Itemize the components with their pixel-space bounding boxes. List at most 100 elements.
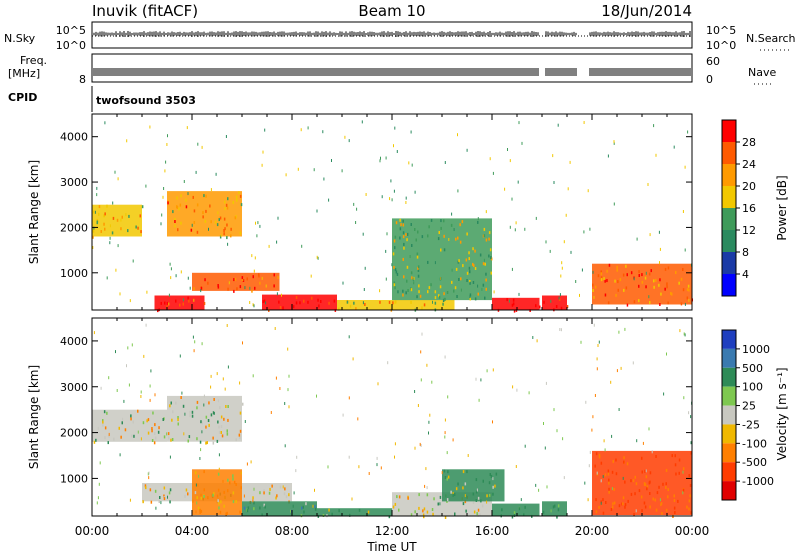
data-speckle <box>611 470 614 474</box>
data-speckle <box>271 484 273 488</box>
data-speckle <box>604 473 607 477</box>
data-speckle <box>227 418 229 422</box>
data-speckle <box>169 488 172 492</box>
data-speckle <box>179 303 181 307</box>
data-speckle <box>225 203 228 207</box>
data-speckle <box>509 225 511 229</box>
data-speckle <box>217 472 220 476</box>
data-speckle <box>380 466 382 470</box>
data-speckle <box>187 192 189 196</box>
data-speckle <box>195 483 197 487</box>
nave-label: Nave <box>748 66 776 79</box>
data-speckle <box>553 408 555 412</box>
data-speckle <box>166 305 168 309</box>
data-speckle <box>393 144 394 148</box>
data-speckle <box>682 210 684 213</box>
data-speckle <box>444 161 446 164</box>
cpid-strip: CPID twofsound 3503 <box>8 86 196 112</box>
data-speckle <box>227 478 229 482</box>
data-speckle <box>205 441 207 445</box>
colorbar-tick-label: 12 <box>742 224 756 237</box>
data-speckle <box>232 477 234 481</box>
colorbar-tick-label: 1000 <box>742 343 770 356</box>
data-speckle <box>203 394 205 398</box>
data-speckle <box>457 189 459 193</box>
data-speckle <box>658 283 660 287</box>
data-speckle <box>312 504 314 508</box>
data-speckle <box>263 299 266 303</box>
data-speckle <box>560 328 562 332</box>
data-speckle <box>492 485 494 489</box>
data-speckle <box>447 395 449 399</box>
data-speckle <box>396 272 399 276</box>
data-speckle <box>675 271 677 274</box>
data-speckle <box>482 479 484 483</box>
data-speckle <box>314 507 317 511</box>
data-speckle <box>562 437 564 441</box>
data-speckle <box>517 180 519 184</box>
data-speckle <box>484 262 486 266</box>
data-speckle <box>480 499 482 503</box>
data-speckle <box>459 223 461 227</box>
data-speckle <box>622 476 624 480</box>
data-speckle <box>495 472 498 476</box>
data-speckle <box>466 470 468 474</box>
colorbar-tick-label: -25 <box>742 418 760 431</box>
data-speckle <box>145 486 147 490</box>
data-speckle <box>396 495 398 499</box>
data-speckle <box>193 221 196 224</box>
colorbar-swatch <box>722 348 736 368</box>
data-speckle <box>600 272 603 276</box>
data-speckle <box>603 439 605 443</box>
data-speckle <box>592 415 594 419</box>
data-speckle <box>200 496 203 500</box>
data-speckle <box>177 422 179 426</box>
data-speckle <box>619 278 622 282</box>
data-speckle <box>524 444 526 448</box>
data-speckle <box>556 515 558 519</box>
data-speckle <box>550 509 552 513</box>
data-speckle <box>389 197 391 201</box>
data-speckle <box>196 406 198 410</box>
data-speckle <box>226 223 228 227</box>
data-speckle <box>338 509 340 513</box>
data-speckle <box>583 230 585 234</box>
data-speckle <box>282 306 284 310</box>
data-speckle <box>653 285 655 289</box>
data-speckle <box>608 487 610 491</box>
data-speckle <box>150 500 153 504</box>
data-speckle <box>202 215 204 219</box>
data-speckle <box>239 411 242 415</box>
data-speckle <box>476 512 478 516</box>
data-speckle <box>204 278 206 282</box>
data-speckle <box>261 513 263 517</box>
velocity-ylabel: Slant Range [km] <box>27 365 41 469</box>
data-speckle <box>464 482 467 486</box>
data-speckle <box>682 491 684 495</box>
power-panel: 4000 3000 2000 1000 Slant Range [km] <box>27 113 693 313</box>
data-speckle <box>200 448 202 452</box>
data-speckle <box>611 505 614 509</box>
x-tick-label: 00:00 <box>75 524 110 538</box>
data-speckle <box>174 217 176 221</box>
data-speckle <box>238 191 240 195</box>
data-speckle <box>100 386 102 390</box>
data-speckle <box>192 335 194 339</box>
data-speckle <box>242 341 243 345</box>
data-speckle <box>632 479 635 483</box>
data-speckle <box>113 437 115 441</box>
data-speckle <box>492 171 494 175</box>
data-speckle <box>444 418 446 422</box>
data-speckle <box>521 141 523 145</box>
data-speckle <box>297 167 299 171</box>
data-speckle <box>465 509 467 513</box>
data-speckle <box>191 223 193 227</box>
data-speckle <box>682 470 684 474</box>
data-speckle <box>444 297 446 301</box>
data-speckle <box>511 197 513 201</box>
data-speckle <box>402 223 405 227</box>
data-speckle <box>194 491 197 495</box>
data-speckle <box>146 290 148 294</box>
data-speckle <box>633 513 635 516</box>
data-speckle <box>443 234 445 238</box>
